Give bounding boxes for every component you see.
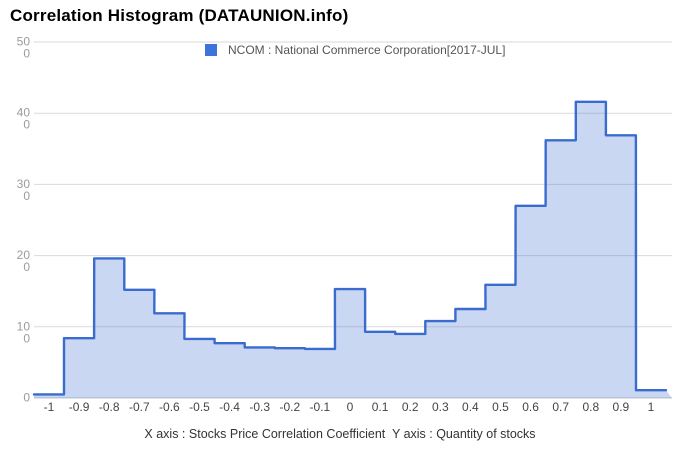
svg-text:-0.3: -0.3 [249, 400, 270, 414]
axis-note: X axis : Stocks Price Correlation Coeffi… [144, 427, 536, 441]
svg-text:40: 40 [17, 106, 31, 120]
histogram-area [34, 101, 672, 399]
svg-text:-0.1: -0.1 [310, 400, 331, 414]
svg-text:-0.9: -0.9 [69, 400, 90, 414]
svg-text:0: 0 [23, 118, 30, 132]
svg-text:-0.6: -0.6 [159, 400, 180, 414]
legend[interactable]: NCOM : National Commerce Corporation[201… [205, 43, 505, 57]
svg-text:-1: -1 [44, 400, 55, 414]
svg-text:0.4: 0.4 [462, 400, 479, 414]
svg-text:-0.4: -0.4 [219, 400, 240, 414]
svg-text:-0.8: -0.8 [99, 400, 120, 414]
svg-text:0: 0 [23, 47, 30, 61]
legend-label: NCOM : National Commerce Corporation[201… [228, 43, 506, 57]
svg-text:0.8: 0.8 [582, 400, 599, 414]
svg-text:0: 0 [23, 189, 30, 203]
svg-text:10: 10 [17, 319, 31, 333]
histogram-line [32, 100, 668, 396]
svg-text:-0.5: -0.5 [189, 400, 210, 414]
svg-text:0.9: 0.9 [613, 400, 630, 414]
svg-text:0: 0 [23, 391, 30, 405]
svg-text:0.2: 0.2 [402, 400, 419, 414]
svg-text:0: 0 [347, 400, 354, 414]
legend-swatch-icon [205, 44, 217, 56]
svg-text:0.7: 0.7 [552, 400, 569, 414]
svg-text:0.5: 0.5 [492, 400, 509, 414]
svg-text:-0.2: -0.2 [279, 400, 300, 414]
svg-text:0: 0 [23, 331, 30, 345]
svg-text:0.1: 0.1 [372, 400, 389, 414]
svg-text:0.3: 0.3 [432, 400, 449, 414]
svg-text:50: 50 [17, 35, 31, 49]
svg-text:-0.7: -0.7 [129, 400, 150, 414]
svg-text:30: 30 [17, 177, 31, 191]
svg-text:20: 20 [17, 248, 31, 262]
svg-text:1: 1 [648, 400, 655, 414]
svg-text:0.6: 0.6 [522, 400, 539, 414]
chart-title: Correlation Histogram (DATAUNION.info) [10, 6, 349, 25]
svg-text:0: 0 [23, 260, 30, 274]
